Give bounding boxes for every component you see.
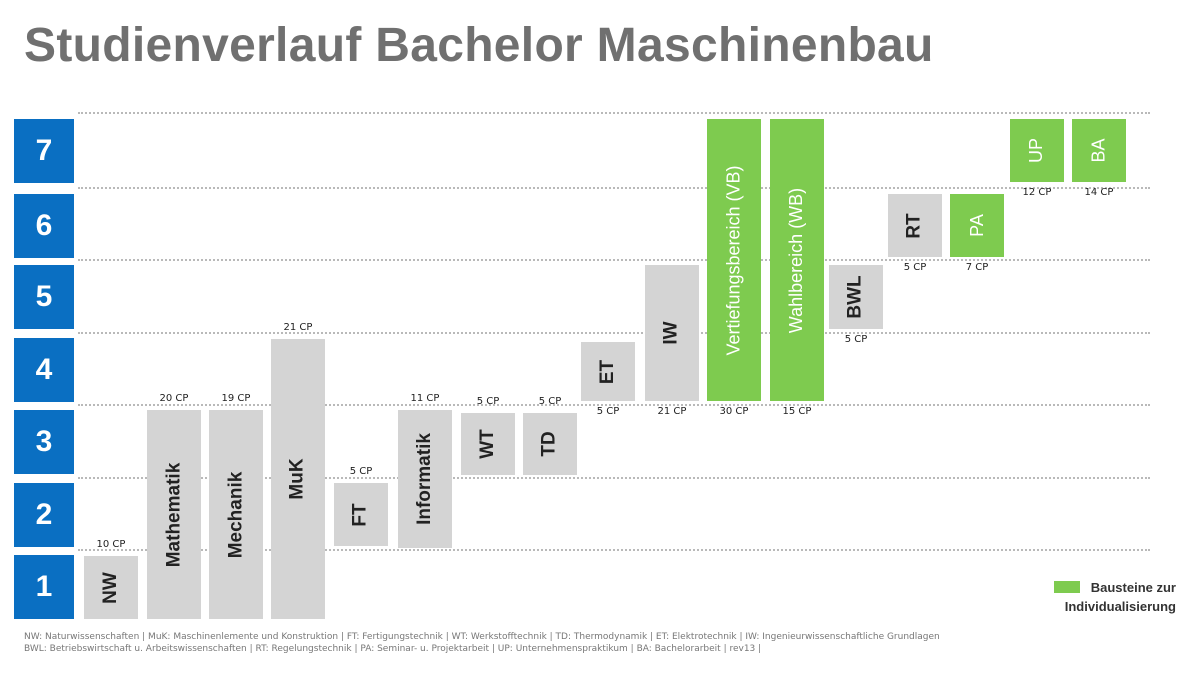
semester-label-4: 4: [14, 338, 74, 402]
module-label-wahlbereich-wb: Wahlbereich (WB): [786, 187, 807, 333]
module-label-muk: MuK: [287, 458, 308, 500]
module-label-mechanik: Mechanik: [225, 471, 246, 558]
module-informatik: Informatik: [398, 410, 452, 548]
module-wt: WT: [461, 413, 515, 475]
module-muk: MuK: [271, 339, 325, 619]
module-mechanik: Mechanik: [209, 410, 263, 619]
module-credit-points-pa: 7 CP: [965, 262, 989, 273]
module-credit-points-rt: 5 CP: [903, 262, 927, 273]
legend-label-line2: Individualisierung: [1064, 599, 1176, 614]
semester-label-1: 1: [14, 555, 74, 619]
module-label-up: UP: [1026, 137, 1047, 164]
module-ba: BA: [1072, 119, 1126, 182]
module-credit-points-td: 5 CP: [538, 396, 562, 407]
module-credit-points-ft: 5 CP: [349, 466, 373, 477]
module-rt: RT: [888, 194, 942, 257]
semester-label-2: 2: [14, 483, 74, 547]
module-wahlbereich-wb: Wahlbereich (WB): [770, 119, 824, 401]
module-et: ET: [581, 342, 635, 401]
semester-gridline-5: [78, 259, 1150, 261]
module-credit-points-bwl: 5 CP: [844, 334, 868, 345]
module-label-pa: PA: [966, 214, 987, 237]
semester-label-5: 5: [14, 265, 74, 329]
module-credit-points-informatik: 11 CP: [410, 393, 440, 404]
module-credit-points-wt: 5 CP: [476, 396, 500, 407]
module-label-rt: RT: [903, 212, 925, 239]
module-credit-points-et: 5 CP: [596, 406, 620, 417]
module-iw: IW: [645, 265, 699, 401]
module-label-vertiefungsbereich-vb: Vertiefungsbereich (VB): [723, 164, 744, 356]
abbreviation-footnote: NW: Naturwissenschaften | MuK: Maschinen…: [24, 631, 1174, 655]
module-label-td: TD: [538, 431, 560, 457]
semester-label-6: 6: [14, 194, 74, 258]
module-label-informatik: Informatik: [414, 433, 436, 525]
legend-swatch: [1054, 581, 1080, 593]
module-label-wt: WT: [476, 429, 498, 459]
semester-label-3: 3: [14, 410, 74, 474]
module-label-iw: IW: [661, 321, 682, 345]
semester-gridline-3: [78, 404, 1150, 406]
module-credit-points-mechanik: 19 CP: [221, 393, 251, 404]
legend-label-line1: Bausteine zur: [1090, 580, 1176, 595]
module-credit-points-vertiefungsbereich-vb: 30 CP: [719, 406, 749, 417]
module-up: UP: [1010, 119, 1064, 182]
module-label-bwl: BWL: [844, 275, 866, 319]
semester-gridline-4: [78, 332, 1150, 334]
module-bwl: BWL: [829, 265, 883, 329]
module-label-nw: NW: [100, 571, 121, 604]
footnote-line-2: BWL: Betriebswirtschaft u. Arbeitswissen…: [24, 644, 762, 654]
semester-label-7: 7: [14, 119, 74, 183]
module-label-ft: FT: [350, 502, 371, 527]
module-mathematik: Mathematik: [147, 410, 201, 619]
module-pa: PA: [950, 194, 1004, 257]
module-label-ba: BA: [1088, 138, 1109, 163]
module-credit-points-up: 12 CP: [1022, 187, 1052, 198]
module-credit-points-iw: 21 CP: [657, 406, 687, 417]
module-credit-points-wahlbereich-wb: 15 CP: [782, 406, 812, 417]
module-label-mathematik: Mathematik: [163, 462, 184, 567]
semester-gridline-1: [78, 549, 1150, 551]
module-credit-points-ba: 14 CP: [1084, 187, 1114, 198]
module-ft: FT: [334, 483, 388, 546]
module-credit-points-mathematik: 20 CP: [159, 393, 189, 404]
page-title: Studienverlauf Bachelor Maschinenbau: [24, 19, 934, 72]
legend: Bausteine zur Individualisierung: [1010, 578, 1176, 616]
module-nw: NW: [84, 556, 138, 619]
module-vertiefungsbereich-vb: Vertiefungsbereich (VB): [707, 119, 761, 401]
semester-gridline-7: [78, 112, 1150, 114]
semester-gridline-6: [78, 187, 1150, 189]
footnote-line-1: NW: Naturwissenschaften | MuK: Maschinen…: [24, 632, 940, 642]
module-credit-points-muk: 21 CP: [283, 322, 313, 333]
module-td: TD: [523, 413, 577, 475]
module-label-et: ET: [597, 359, 618, 384]
module-credit-points-nw: 10 CP: [96, 539, 126, 550]
semester-gridline-2: [78, 477, 1150, 479]
